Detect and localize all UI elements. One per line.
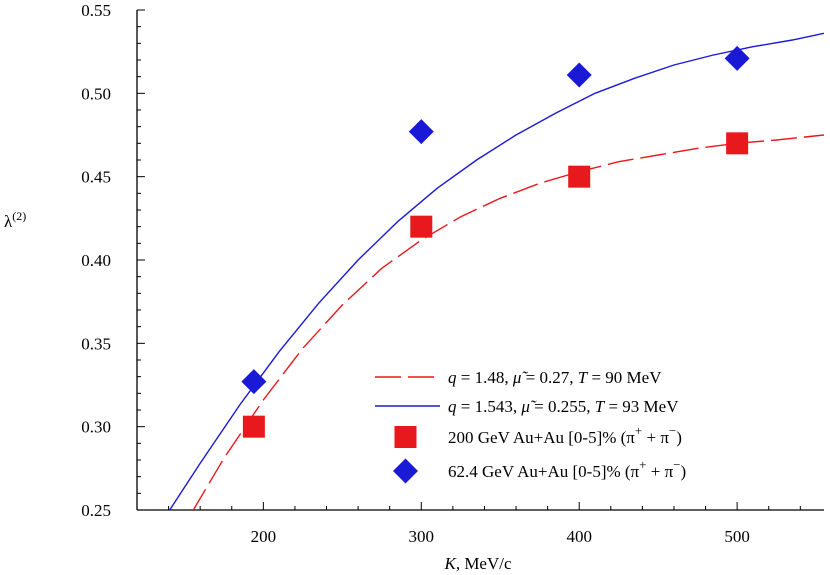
- x-axis-label: K, MeV/c: [443, 554, 512, 573]
- red-square-point: [242, 415, 265, 438]
- y-axis-label: λ(2): [4, 209, 26, 231]
- legend-entry-label: 62.4 GeV Au+Au [0-5]% (π+ + π−): [448, 457, 686, 481]
- fit-curves: [168, 32, 824, 510]
- legend-diamond-swatch: [393, 458, 418, 484]
- y-tick-label: 0.45: [81, 168, 111, 187]
- blue-solid-fit-line: [168, 32, 824, 510]
- y-tick-label: 0.25: [81, 501, 111, 520]
- blue-diamond-point: [241, 369, 267, 395]
- red-square-point: [410, 215, 433, 238]
- legend-square-swatch: [394, 426, 417, 448]
- y-tick-label: 0.35: [81, 334, 111, 353]
- axis-ticks: 200 300 400 500 0.25 0.30 0.35 0.40 0.45 0.50 0.55: [81, 1, 801, 546]
- y-tick-label: 0.50: [81, 84, 111, 103]
- legend-entry-label: 200 GeV Au+Au [0-5]% (π+ + π−): [448, 423, 682, 447]
- blue-diamond-point: [408, 119, 434, 145]
- x-tick-label: 500: [724, 527, 750, 546]
- x-tick-label: 200: [251, 527, 277, 546]
- legend-entry-label: q = 1.543, μ̃ = 0.255, T = 93 MeV: [448, 397, 679, 416]
- blue-diamond-point: [724, 45, 750, 71]
- blue-diamond-point: [566, 62, 592, 88]
- legend-entry-label: q = 1.48, μ̃ = 0.27, T = 90 MeV: [448, 368, 662, 387]
- y-tick-label: 0.30: [81, 418, 111, 437]
- data-points: [241, 45, 750, 438]
- legend: q = 1.48, μ̃ = 0.27, T = 90 MeV q = 1.543…: [375, 368, 686, 484]
- red-dashed-fit-line: [192, 134, 824, 510]
- x-tick-label: 300: [409, 527, 435, 546]
- red-square-point: [568, 165, 591, 188]
- y-tick-label: 0.55: [81, 1, 111, 20]
- red-square-point: [726, 132, 749, 155]
- x-tick-label: 400: [566, 527, 592, 546]
- y-tick-label: 0.40: [81, 251, 111, 270]
